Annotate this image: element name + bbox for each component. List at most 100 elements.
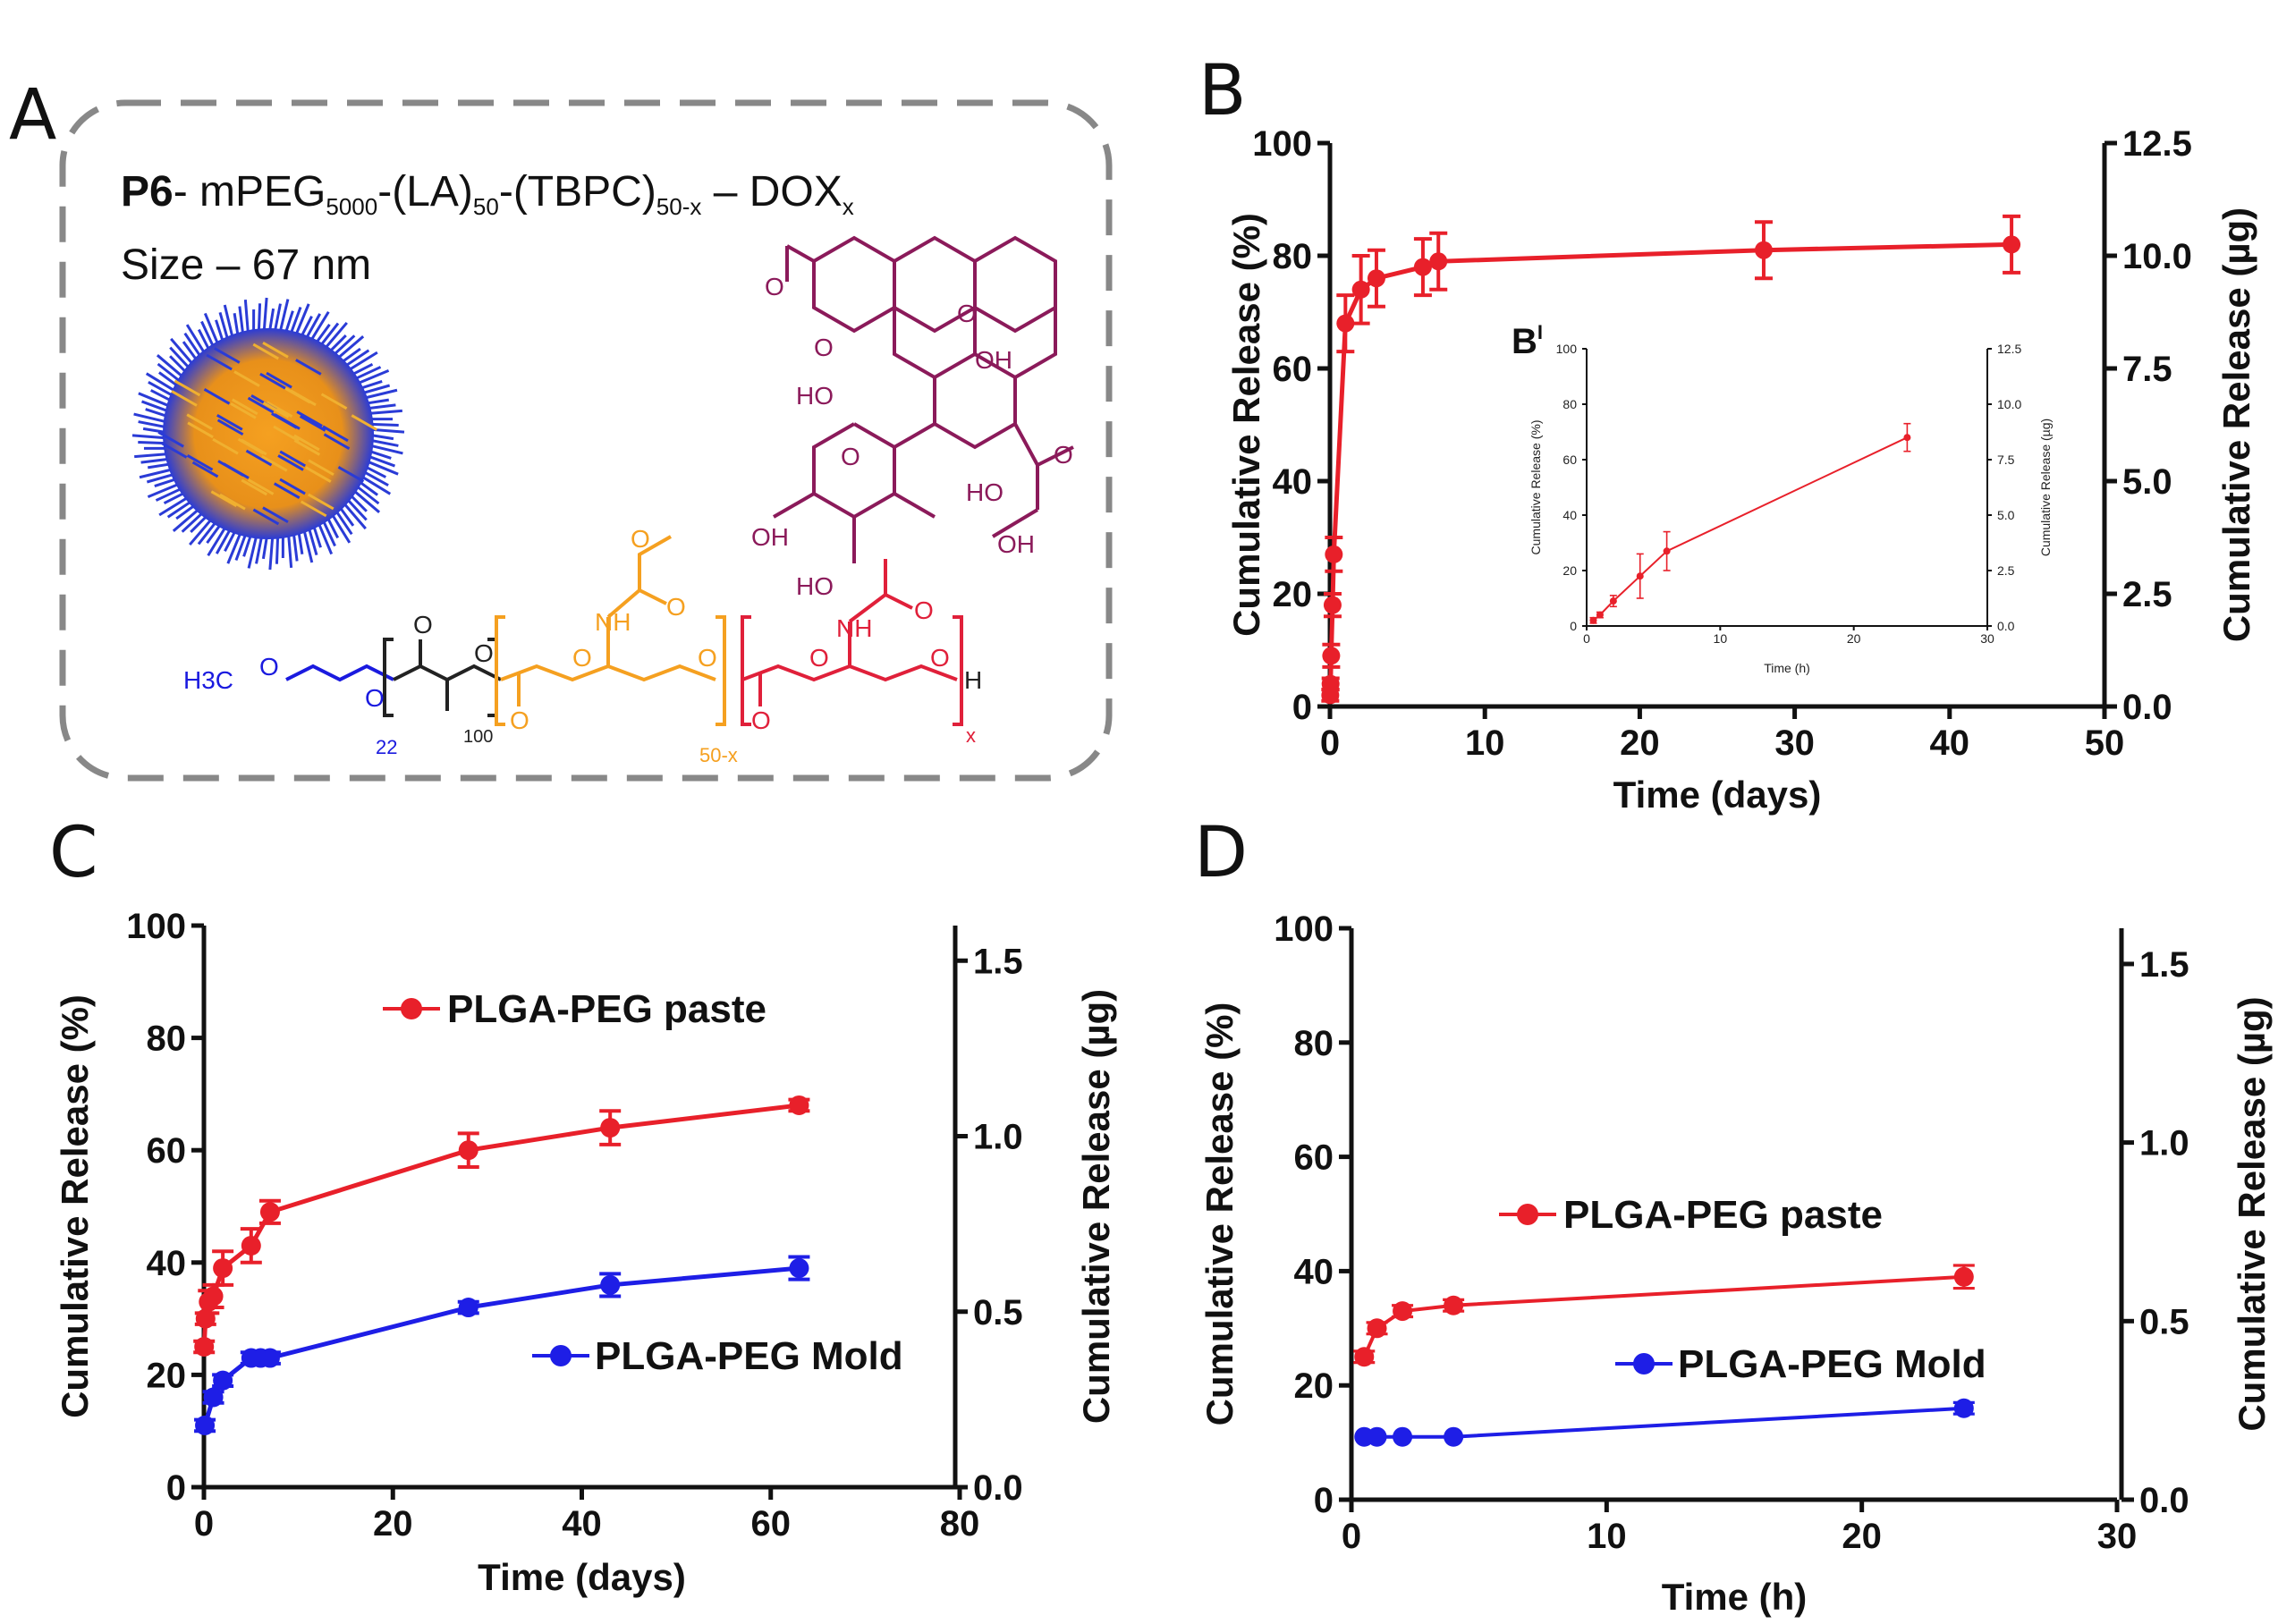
nanoparticle-core-strand [203,388,231,405]
nanoparticle-core-strand [273,482,301,500]
nanoparticle-core-strand [277,454,304,471]
inset-b-y2-tick-label: 12.5 [1997,342,2021,356]
chart-b-y2-tick-label: 12.5 [2122,124,2192,164]
nanoparticle-core-strand [320,393,348,410]
nanoparticle-core-strand [186,454,214,471]
chart-c-data-point [241,1235,261,1256]
svg-text:O: O [765,273,784,300]
inset-b-x-label: Time (h) [1764,661,1810,675]
inset-b-y2-tick-label: 0.0 [1997,619,2015,633]
chart-b-data-point [1413,258,1432,276]
chart-b-data-point [1367,269,1385,288]
inset-b-y-tick-label: 0 [1570,619,1577,633]
polymer-backbone [285,535,963,726]
svg-text:O: O [698,644,717,672]
chart-b-y2-tick-label: 2.5 [2122,575,2172,614]
chart-b-y-tick-label: 40 [1273,462,1313,502]
chart-c-data-point [600,1274,621,1295]
nanoparticle-core-strand [351,414,378,431]
chart-b-data-point [1336,314,1355,333]
inset-b-x-tick-label: 30 [1980,631,1994,646]
particle-size-label: Size – 67 nm [121,241,371,289]
chart-d-y-tick-label: 60 [1294,1138,1334,1178]
inset-b-data-point [1609,597,1617,605]
svg-text:NH: NH [836,614,872,642]
inset-b-y2-label: Cumulative Release (µg) [2038,419,2053,556]
chart-c-data-point [213,1258,233,1279]
nanoparticle-core-strand [223,462,250,479]
chart-c-data-point [203,1286,224,1307]
legend-d-mold-marker [1633,1353,1655,1374]
nanoparticle-core-strand [157,430,184,448]
svg-text:O: O [259,653,279,681]
chart-d-y-tick-label: 100 [1274,909,1334,949]
chart-c-data-point [789,1095,809,1115]
nanoparticle-core-strand [245,449,273,467]
chart-c-x-tick-label: 80 [940,1504,980,1544]
chart-c-y-tick-label: 100 [126,907,186,946]
svg-text:HO: HO [796,382,834,410]
nanoparticle-core-strand [323,433,351,451]
svg-text:O: O [930,644,950,672]
chart-b-data-point [1321,674,1340,693]
chart-c-data-point [458,1140,478,1161]
nanoparticle-image [131,297,405,571]
svg-text:OH: OH [997,530,1035,558]
chart-d-x-tick-label: 30 [2097,1517,2138,1556]
svg-text:50-x: 50-x [699,744,738,766]
nanoparticle-core-strand [252,343,280,360]
inset-background [1520,335,2021,684]
chart-b-y-label: Cumulative Release (%) [1225,213,1267,637]
nanoparticle-core-strand [216,414,243,431]
chart-c-data-point [458,1298,478,1318]
chart-b-y-tick-label: 60 [1273,350,1313,389]
chart-b-y2-label: Cumulative Release (µg) [2215,207,2257,642]
svg-text:O: O [510,706,529,734]
chart-c-x-tick-label: 20 [373,1504,413,1544]
nanoparticle-core-strand [308,493,335,511]
chart-c-y-label: Cumulative Release (%) [54,994,96,1418]
nanoparticle-core-strand [186,413,213,431]
nanoparticle-core-strand [279,450,306,468]
nanoparticle-core-strand [171,390,198,407]
legend-d: PLGA-PEG paste PLGA-PEG Mold [1499,1193,1986,1386]
chart-d-data-point [1393,1426,1413,1447]
nanoparticle-core-strand [300,500,327,518]
svg-text:HO: HO [966,478,1004,506]
nanoparticle-core-strand [252,508,280,526]
panel-a-structure: P6- mPEG5000-(LA)50-(TBPC)50-x – DOXx Si… [59,99,1113,782]
nanoparticle-core-strand [259,372,286,390]
chart-d-data-point [1393,1301,1413,1322]
chart-d-data-point [1367,1426,1387,1447]
svg-text:NH: NH [595,608,631,636]
inset-b-y-tick-label: 20 [1562,563,1577,578]
svg-text:O: O [751,706,771,734]
chart-c-y2-tick-label: 1.5 [973,942,1023,981]
nanoparticle-core-strand [266,401,293,419]
nanoparticle-core-strand [230,402,257,419]
panel-label-a: A [9,75,56,156]
svg-text:O: O [666,593,686,621]
chart-d-y-label: Cumulative Release (%) [1198,1002,1241,1426]
inset-b-x-tick-label: 10 [1714,631,1728,646]
dashed-frame [59,99,1113,782]
nanoparticle-core-strand [210,490,238,507]
chart-d-y-tick-label: 20 [1294,1366,1334,1406]
nanoparticle-core-strand [247,478,275,495]
panel-label-d: D [1194,813,1248,893]
nanoparticle-core [163,328,374,539]
doxorubicin-structure [772,235,1074,563]
nanoparticle-core-strand [293,439,321,456]
chart-b-y-tick-label: 100 [1252,124,1312,164]
inset-b-x-tick-label: 0 [1583,631,1590,646]
chart-c-series-line [201,1103,800,1348]
inset-b-x-tick-label: 20 [1847,631,1861,646]
nanoparticle-core-strand [261,455,288,472]
svg-text:100: 100 [463,727,493,747]
chart-c-y2-tick-label: 0.5 [973,1293,1023,1332]
nanoparticle-core-strand [305,466,332,483]
nanoparticle-core-strand [322,425,349,443]
svg-text:OH: OH [975,346,1012,374]
nanoparticle-core-strand [262,402,290,419]
chart-d-y-tick-label: 0 [1314,1481,1334,1520]
